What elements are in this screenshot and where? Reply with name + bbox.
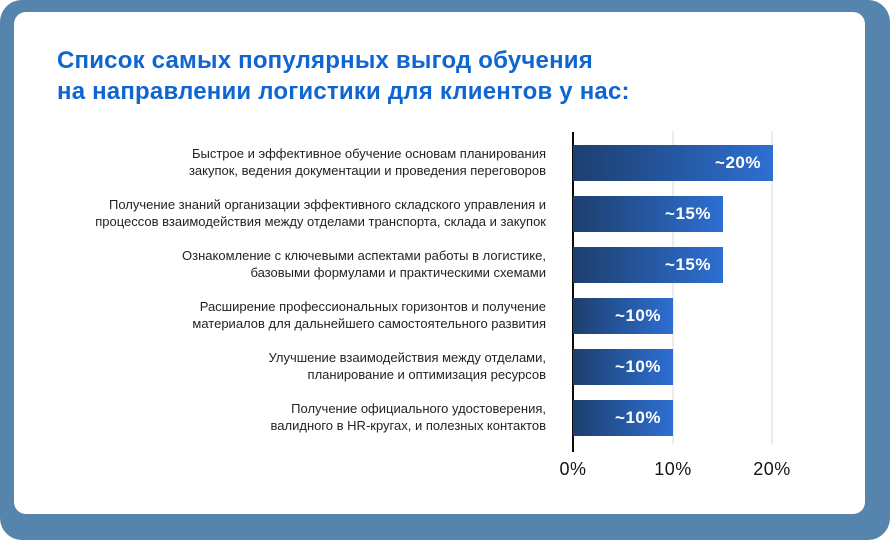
category-label: Улучшение взаимодействия между отделами,… [268,350,546,382]
x-axis: 0% 10% 20% [14,459,865,483]
table-row: Быстрое и эффективное обучение основам п… [14,137,865,188]
category-label: Расширение профессиональных горизонтов и… [192,299,546,331]
page-title: Список самых популярных выгод обучения н… [57,47,630,105]
table-row: Улучшение взаимодействия между отделами,… [14,341,865,392]
category-label: Получение знаний организации эффективног… [95,197,546,229]
bar-value-label: ~20% [715,152,761,172]
bar: ~15% [573,195,723,232]
bar-track: ~15% [573,246,865,283]
bar: ~20% [573,144,773,181]
table-row: Получение официального удостоверения, ва… [14,392,865,443]
x-tick-0: 0% [559,459,587,479]
x-tick-20: 20% [753,459,791,479]
bar: ~10% [573,348,673,385]
bar-track: ~15% [573,195,865,232]
y-axis-line [572,132,574,452]
bar-chart: Быстрое и эффективное обучение основам п… [14,137,865,443]
gridline-10pct [672,131,674,444]
category-label: Быстрое и эффективное обучение основам п… [188,146,546,178]
x-tick-10: 10% [654,459,692,479]
table-row: Получение знаний организации эффективног… [14,188,865,239]
bar: ~15% [573,246,723,283]
bar-value-label: ~10% [615,305,661,325]
bar-track: ~10% [573,399,865,436]
bar-value-label: ~10% [615,356,661,376]
bar-track: ~10% [573,297,865,334]
bar-track: ~20% [573,144,865,181]
table-row: Расширение профессиональных горизонтов и… [14,290,865,341]
bar: ~10% [573,399,673,436]
table-row: Ознакомление с ключевыми аспектами работ… [14,239,865,290]
category-label: Ознакомление с ключевыми аспектами работ… [182,248,546,280]
gridline-20pct [771,131,773,444]
bar-value-label: ~15% [665,203,711,223]
chart-card: Список самых популярных выгод обучения н… [14,12,865,514]
bar: ~10% [573,297,673,334]
bar-track: ~10% [573,348,865,385]
category-label: Получение официального удостоверения, ва… [270,401,546,433]
bar-value-label: ~15% [665,254,711,274]
bar-value-label: ~10% [615,407,661,427]
